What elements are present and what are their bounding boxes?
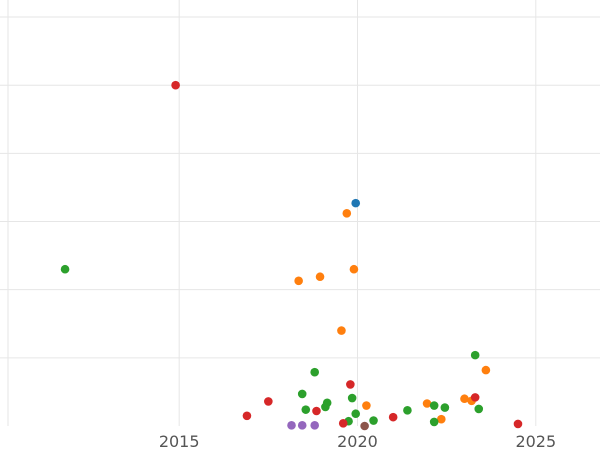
x-tick-label: 2015 bbox=[159, 432, 200, 450]
data-point bbox=[460, 394, 469, 404]
grid-layer bbox=[0, 0, 600, 426]
data-point bbox=[403, 406, 412, 415]
data-point bbox=[362, 401, 371, 410]
data-point bbox=[369, 416, 378, 425]
data-point bbox=[474, 404, 484, 414]
data-point bbox=[351, 198, 361, 208]
data-point bbox=[321, 402, 330, 412]
data-point bbox=[297, 421, 307, 430]
data-point bbox=[171, 80, 180, 90]
data-point bbox=[338, 418, 348, 428]
data-point bbox=[297, 389, 307, 399]
data-point bbox=[342, 209, 352, 218]
data-point bbox=[351, 409, 361, 419]
data-point bbox=[422, 399, 432, 408]
data-points bbox=[60, 80, 523, 431]
data-point bbox=[388, 412, 398, 422]
data-point bbox=[294, 276, 303, 286]
data-point bbox=[437, 414, 446, 424]
data-point bbox=[429, 417, 439, 427]
data-point bbox=[470, 350, 480, 360]
data-point bbox=[481, 365, 491, 375]
x-tick-labels: 2015 2020 2025 bbox=[159, 432, 556, 450]
data-point bbox=[470, 393, 480, 402]
data-point bbox=[360, 421, 369, 431]
data-point bbox=[312, 406, 321, 416]
data-point bbox=[440, 403, 450, 412]
data-point bbox=[346, 380, 355, 389]
x-tick-label: 2025 bbox=[515, 432, 556, 450]
data-point bbox=[242, 411, 252, 421]
x-tick-label: 2020 bbox=[337, 432, 378, 450]
data-point bbox=[287, 421, 296, 430]
data-point bbox=[513, 419, 523, 429]
data-point bbox=[337, 326, 346, 335]
data-point bbox=[429, 401, 439, 410]
data-point bbox=[349, 264, 359, 274]
data-point bbox=[60, 264, 70, 274]
data-point bbox=[264, 397, 273, 406]
data-point bbox=[310, 421, 319, 430]
data-point bbox=[301, 405, 311, 414]
data-point bbox=[315, 272, 325, 282]
data-point bbox=[347, 393, 357, 403]
data-point bbox=[310, 367, 319, 377]
